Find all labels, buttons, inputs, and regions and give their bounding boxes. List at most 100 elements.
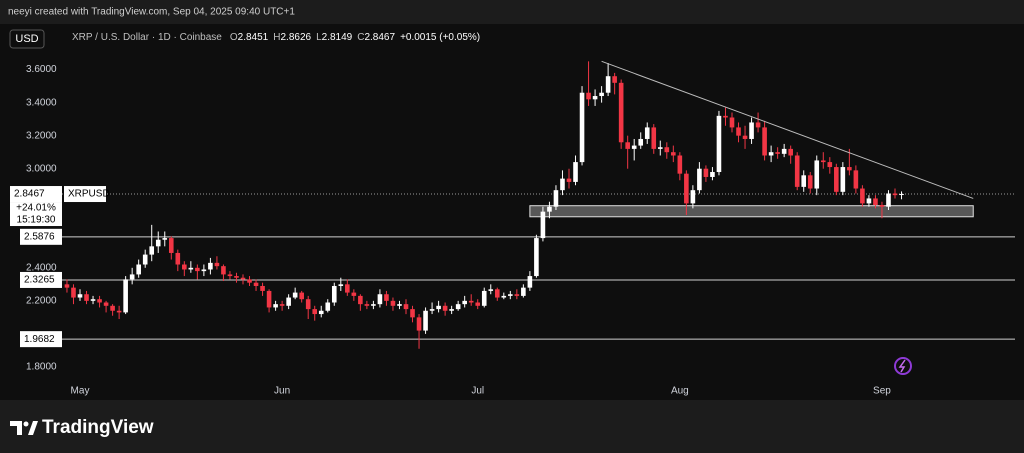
candle-body	[866, 198, 872, 204]
candle-body	[423, 310, 428, 331]
candle-body	[312, 309, 318, 315]
candle-body	[547, 206, 552, 212]
trendline	[601, 60, 974, 199]
candle-body	[331, 285, 337, 303]
candle-body	[853, 170, 859, 189]
level-label: 1.9682	[24, 334, 55, 345]
candle-body	[358, 295, 363, 305]
candle-body	[436, 305, 441, 310]
candle-body	[534, 238, 539, 277]
ohlc-value: 2.8149	[322, 32, 353, 43]
ohlc-value: 2.8626	[280, 32, 311, 43]
candle-body	[736, 127, 741, 136]
candle-body	[879, 205, 885, 207]
logo-slash	[28, 421, 38, 435]
candle-body	[253, 282, 259, 286]
candle-body	[508, 294, 513, 296]
candle-body	[742, 135, 748, 139]
candle-body	[214, 262, 220, 267]
candle-body	[410, 309, 415, 318]
candle-body	[397, 304, 402, 306]
candle-body	[820, 160, 826, 163]
candle-body	[240, 277, 246, 280]
candle-body	[612, 76, 617, 83]
candle-body	[429, 309, 435, 311]
candle-body	[657, 147, 663, 149]
candle-body	[807, 175, 813, 189]
candle-body	[651, 127, 657, 149]
candle-body	[514, 294, 520, 296]
candle-body	[77, 294, 83, 298]
candle-body	[801, 175, 807, 187]
currency[interactable]: USD	[15, 33, 38, 45]
candle-body	[494, 289, 500, 298]
candle-body	[886, 193, 891, 207]
candle-body	[723, 115, 728, 118]
candle-body	[305, 299, 311, 310]
candle-body	[155, 239, 161, 247]
logo-dot	[23, 421, 29, 427]
icon-circle	[894, 357, 912, 375]
y-tick-label: 1.8000	[26, 362, 57, 373]
candle-body	[671, 152, 676, 156]
candle-body	[416, 317, 422, 331]
y-tick-label: 3.2000	[26, 130, 57, 141]
candle-body	[129, 274, 135, 280]
candle-body	[638, 138, 644, 146]
watermark-icon	[894, 357, 912, 375]
symbol: XRP / U.S. Dollar · 1D · Coinbase	[72, 32, 222, 43]
y-tick-label: 2.2000	[26, 295, 57, 306]
candle-body	[384, 294, 389, 301]
candle-body	[703, 168, 709, 177]
candle-body	[481, 290, 487, 306]
icon-bolt	[898, 359, 906, 373]
last-price-label: 2.8467	[14, 189, 45, 200]
candle-body	[501, 295, 507, 298]
candle-body	[899, 194, 904, 196]
y-tick-label: 3.6000	[26, 64, 57, 75]
x-tick-label: Jun	[274, 386, 290, 397]
candle-body	[847, 167, 852, 171]
candle-body	[390, 300, 396, 306]
ohlc-label: O	[230, 32, 238, 43]
candle-body	[644, 127, 650, 139]
candle-body	[292, 292, 298, 298]
candle-body	[149, 246, 155, 255]
candle-body	[566, 178, 572, 182]
candle-body	[462, 300, 467, 305]
candle-body	[677, 155, 683, 174]
candle-body	[286, 297, 291, 306]
candle-body	[521, 287, 526, 296]
level-label: 2.5876	[24, 231, 55, 242]
candle-body	[188, 267, 194, 270]
candle-body	[710, 172, 715, 177]
ohlc-label: C	[357, 32, 364, 43]
candle-body	[540, 211, 546, 239]
change-label: +24.01%	[16, 203, 56, 214]
candle-body	[527, 276, 533, 288]
candle-body	[71, 287, 76, 298]
candle-body	[475, 302, 481, 306]
candle-body	[729, 117, 735, 128]
y-tick-label: 3.0000	[26, 163, 57, 174]
candle-body	[403, 304, 409, 310]
candle-body	[873, 198, 878, 206]
candle-body	[716, 115, 722, 173]
candle-body	[860, 188, 865, 204]
currency-button[interactable]	[9, 29, 45, 49]
candle-body	[345, 284, 350, 293]
candle-body	[273, 304, 278, 308]
level-label-box	[20, 331, 62, 348]
candle-body	[123, 279, 128, 313]
candle-body	[168, 238, 174, 253]
x-tick-label: Jul	[471, 386, 484, 397]
level-label-box	[20, 271, 62, 288]
toolbar-legend: XRP / U.S. Dollar · 1D · Coinbase O2.8451…	[72, 32, 480, 43]
candle-body	[351, 292, 357, 296]
candle-body	[684, 173, 689, 204]
x-tick-label: Sep	[873, 386, 891, 397]
candle-body	[279, 304, 285, 306]
candle-body	[103, 302, 109, 306]
candle-body	[234, 276, 239, 278]
candle-body	[247, 279, 252, 283]
